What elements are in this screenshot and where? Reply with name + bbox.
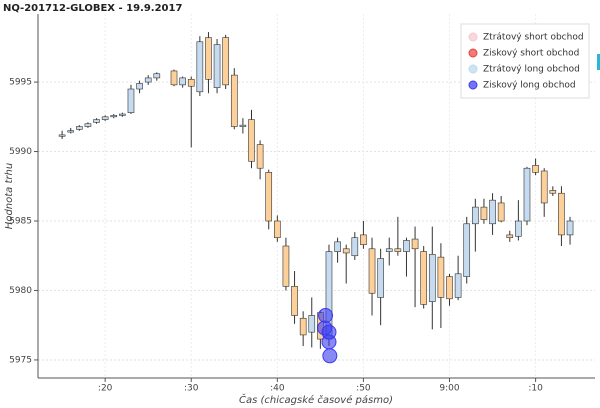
candle-body [239,124,247,127]
candle-body [377,258,384,298]
candle-body [420,251,427,305]
candle-body [308,315,316,333]
scroll-indicator [597,54,600,70]
x-tick-label: :20 [98,384,113,394]
candle-body [394,248,402,252]
legend-marker [468,48,478,58]
candle-body [248,119,255,162]
candle-body [540,170,548,204]
candle-body [428,254,436,302]
candle-body [282,245,290,287]
candle-body [454,273,462,298]
legend-label: Ztrátový long obchod [483,65,580,75]
candle-body [136,83,143,90]
candle-body [523,167,531,222]
candle-body [127,88,135,113]
candle-body [265,172,273,222]
candle-body [566,220,574,236]
candle-body [101,116,109,120]
candle-body [368,248,376,294]
candle-body [222,37,229,86]
candle-body [76,126,83,130]
candle-body [110,115,118,118]
candle-body [342,248,350,254]
legend-label: Ztrátový short obchod [483,33,584,43]
candle-body [256,144,264,169]
candle-body [170,70,178,86]
candle-body [351,237,359,257]
legend-box [460,23,590,99]
candle-body [385,248,393,252]
candle-body [93,119,100,123]
chart-title: NQ-201712-GLOBEX - 19.9.2017 [3,3,182,14]
x-tick-label: :40 [270,384,285,394]
candle-body [360,234,367,245]
candle-body [153,73,161,79]
candle-body [506,234,514,238]
x-tick-label: 9:00 [439,384,459,394]
trade-marker [322,348,338,364]
x-tick-label: :10 [528,384,543,394]
y-tick-label: 5980 [9,286,32,296]
trade-marker [321,334,337,350]
legend-marker [468,64,478,74]
candle-body [187,78,195,87]
candle-body [463,223,471,277]
candle-body [334,241,341,252]
x-axis-label: Čas (chicagské časové pásmo) [239,393,393,406]
candle-body [437,256,445,298]
candle-body [532,165,539,173]
candle-body [515,220,522,237]
candle-body [230,74,238,127]
legend-label: Ziskový long obchod [483,81,576,91]
candle-body [274,220,281,238]
y-tick-label: 5995 [9,78,32,88]
candle-body [144,77,152,83]
y-tick-label: 5990 [9,147,32,157]
candle-body [472,206,479,225]
legend-marker [468,32,478,42]
candle-body [84,123,92,127]
candle-body [205,37,212,80]
candle-body [403,240,410,252]
y-tick-label: 5985 [9,217,32,227]
candle-body [196,41,204,93]
x-tick-label: :50 [356,384,371,394]
candle-body [291,286,298,316]
candle-body [480,206,488,220]
candle-body [411,238,419,250]
candle-body [558,192,565,236]
candle-body [58,134,66,137]
legend-marker [468,80,478,90]
candle-body [489,199,496,225]
candle-body [299,317,307,336]
candle-body [497,202,505,222]
x-tick-label: :30 [184,384,199,394]
y-axis-label: Hodnota trhu [4,163,15,229]
candle-body [213,44,221,88]
candle-body [446,276,453,300]
candle-body [67,130,75,133]
trade-marker [318,307,334,323]
legend-label: Ziskový short obchod [483,49,579,59]
candle-body [119,113,126,116]
candle-body [179,77,186,86]
y-tick-label: 5975 [9,355,32,365]
candle-body [549,190,557,194]
